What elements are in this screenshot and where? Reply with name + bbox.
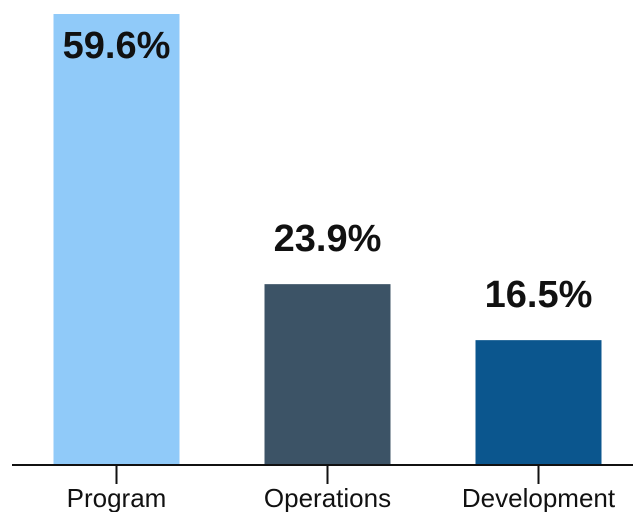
bar <box>53 14 180 465</box>
x-tick-label: Program <box>67 483 167 512</box>
x-tick-label: Development <box>462 483 616 512</box>
value-label: 59.6% <box>63 25 171 67</box>
bar <box>264 284 391 465</box>
x-tick-label: Operations <box>264 483 391 512</box>
value-label: 16.5% <box>485 274 593 316</box>
value-label: 23.9% <box>274 218 382 260</box>
bar <box>475 340 602 465</box>
